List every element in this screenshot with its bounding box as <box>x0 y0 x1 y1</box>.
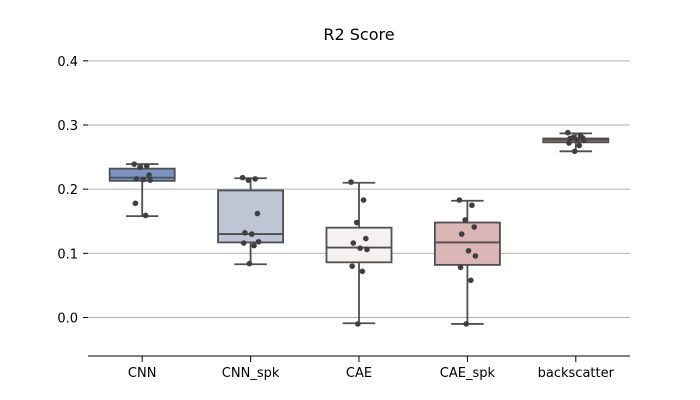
box-CNN <box>108 161 176 219</box>
box-backscatter <box>542 129 610 155</box>
data-point <box>242 230 248 236</box>
data-point <box>472 253 479 259</box>
data-point <box>251 242 257 249</box>
data-point <box>255 238 262 245</box>
data-point <box>355 321 361 327</box>
data-point <box>240 240 247 246</box>
data-point <box>364 246 370 253</box>
data-point <box>360 197 367 203</box>
data-point <box>248 231 255 237</box>
data-point <box>363 235 369 242</box>
data-point <box>239 174 246 181</box>
data-point <box>133 176 140 182</box>
boxes <box>108 129 610 327</box>
data-point <box>348 179 354 185</box>
x-tick-label: CAE_spk <box>440 366 496 381</box>
box-CAE <box>325 179 393 327</box>
y-tick-label: 0.2 <box>57 183 78 198</box>
data-point <box>571 148 578 155</box>
data-point <box>465 247 472 254</box>
data-point <box>131 161 138 167</box>
data-point <box>457 264 464 271</box>
box-CNN_spk <box>217 174 285 267</box>
data-point <box>463 321 470 327</box>
data-point <box>462 217 468 223</box>
data-point <box>143 163 150 169</box>
y-tick-label: 0.3 <box>57 119 78 134</box>
y-tick-label: 0.1 <box>57 247 78 262</box>
data-point <box>132 200 139 207</box>
data-point <box>349 263 355 269</box>
y-tick-label: 0.0 <box>57 312 78 327</box>
data-point <box>359 268 366 275</box>
data-point <box>574 136 580 143</box>
data-point <box>468 277 474 284</box>
data-point <box>140 176 147 183</box>
data-point <box>137 164 143 171</box>
data-point <box>576 142 583 149</box>
chart-title: R2 Score <box>323 25 394 44</box>
box-CAE_spk <box>433 197 501 327</box>
data-point <box>146 172 152 178</box>
data-point <box>142 212 149 219</box>
data-point <box>458 231 465 237</box>
y-tick-label: 0.4 <box>57 55 78 70</box>
data-point <box>580 137 587 144</box>
x-tick-label: CNN <box>128 366 157 381</box>
data-point <box>471 224 478 230</box>
data-point <box>350 240 357 246</box>
data-point <box>353 219 360 226</box>
y-axis: 0.0 0.1 0.2 0.3 0.4 <box>57 55 88 327</box>
box-iqr <box>433 221 501 266</box>
x-tick-label: CNN_spk <box>222 366 280 381</box>
data-point <box>245 177 252 183</box>
x-tick-label: CAE <box>346 366 372 381</box>
data-point <box>567 135 573 142</box>
x-tick-label: backscatter <box>538 366 615 381</box>
data-point <box>246 260 253 267</box>
data-point <box>469 202 475 209</box>
data-point <box>456 197 463 203</box>
data-point <box>252 176 258 182</box>
data-point <box>147 177 153 183</box>
box-iqr <box>325 226 393 264</box>
data-point <box>566 140 572 146</box>
data-point <box>565 129 571 136</box>
data-point <box>357 245 363 251</box>
x-axis: CNN CNN_spk CAE CAE_spk backscatter <box>88 355 630 381</box>
data-point <box>254 210 261 217</box>
